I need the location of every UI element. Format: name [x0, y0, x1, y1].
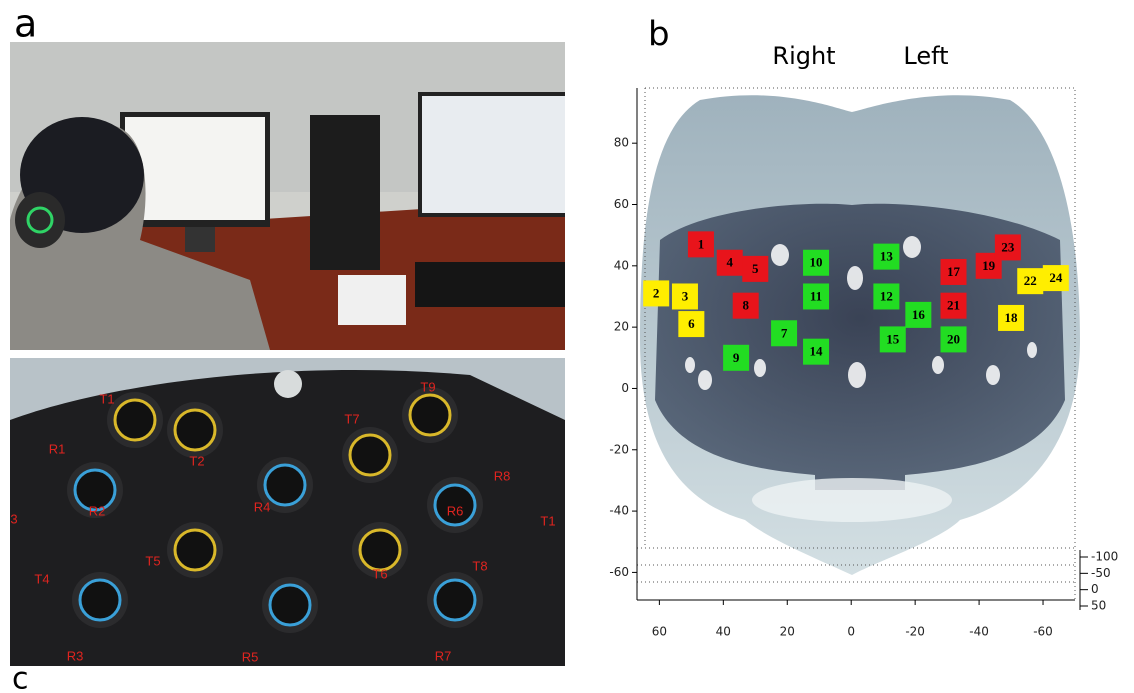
- channel-label: 11: [810, 288, 822, 303]
- electrode-ring: [175, 530, 215, 570]
- channel-label: 16: [912, 307, 926, 322]
- electrode-ring: [435, 580, 475, 620]
- electrode-ring: [80, 580, 120, 620]
- x-tick-label: 60: [652, 625, 667, 639]
- y-tick-label: 0: [621, 381, 629, 395]
- channel-label: 19: [982, 258, 996, 273]
- electrode-label: T5: [145, 553, 160, 568]
- x-tick-label: 0: [847, 625, 855, 639]
- electrode-label: R3: [67, 648, 84, 663]
- electrode-ring: [175, 410, 215, 450]
- channel-label: 5: [752, 261, 759, 276]
- electrode-label: T9: [420, 379, 435, 394]
- electrode-label: R5: [242, 649, 259, 664]
- photo-a: [10, 42, 565, 350]
- x-tick-label: -60: [1033, 625, 1053, 639]
- electrode-ring: [270, 585, 310, 625]
- electrode-label: T1: [540, 513, 555, 528]
- x-tick-label: -40: [969, 625, 989, 639]
- channel-label: 24: [1049, 270, 1063, 285]
- y-tick-label: 20: [614, 320, 629, 334]
- electrode-ring: [410, 395, 450, 435]
- z-tick-label: -100: [1091, 550, 1118, 564]
- y-tick-label: 80: [614, 136, 629, 150]
- channel-label: 15: [886, 331, 900, 346]
- z-tick-label: 0: [1091, 582, 1099, 596]
- y-tick-label: -20: [609, 442, 629, 456]
- channel-label: 20: [947, 331, 960, 346]
- panel-label: b: [648, 15, 670, 55]
- y-tick-label: 40: [614, 258, 629, 272]
- y-tick-label: -60: [609, 565, 629, 579]
- electrode-label: 3: [10, 511, 17, 526]
- channel-label: 17: [947, 264, 961, 279]
- electrode-label: R8: [494, 468, 511, 483]
- electrode-label: T4: [34, 571, 49, 586]
- brain-surface: [640, 95, 1080, 575]
- channel-label: 23: [1001, 239, 1015, 254]
- electrode-label: R6: [447, 503, 464, 518]
- channel-label: 10: [810, 255, 823, 270]
- channel-label: 4: [726, 255, 733, 270]
- channel-label: 1: [698, 236, 705, 251]
- electrode-label: T7: [344, 411, 359, 426]
- channel-label: 22: [1024, 273, 1037, 288]
- channel-label: 3: [682, 288, 689, 303]
- electrode-label: T1: [99, 391, 114, 406]
- channel-label: 6: [688, 316, 695, 331]
- channel-label: 12: [880, 288, 893, 303]
- x-tick-label: -20: [905, 625, 925, 639]
- channel-label: 9: [733, 350, 740, 365]
- channel-label: 13: [880, 249, 894, 264]
- electrode-ring: [360, 530, 400, 570]
- channel-label: 7: [781, 325, 788, 340]
- z-tick-label: -50: [1091, 566, 1111, 580]
- electrode-ring: [265, 465, 305, 505]
- x-tick-label: 40: [716, 625, 731, 639]
- panel-label: c: [12, 662, 29, 693]
- electrode-label: R7: [435, 648, 452, 663]
- electrode-ring: [115, 400, 155, 440]
- electrode-label: R4: [254, 499, 271, 514]
- electrode-label: R1: [49, 441, 66, 456]
- electrode-label: T2: [189, 453, 204, 468]
- annotation: Right: [772, 42, 835, 70]
- electrode-label: R2: [89, 503, 106, 518]
- x-tick-label: 20: [780, 625, 795, 639]
- channel-label: 14: [810, 344, 824, 359]
- figure: T1T2R1R2R43T7T9R8R6T1T5T6T8T4R3R5R7 a b …: [0, 0, 1134, 693]
- panel-label: a: [14, 2, 37, 46]
- channel-label: 8: [742, 298, 749, 313]
- y-tick-label: -40: [609, 504, 629, 518]
- electrode-label: T8: [472, 558, 487, 573]
- annotation: Left: [903, 42, 948, 70]
- electrode-label: T6: [372, 566, 387, 581]
- channel-label: 2: [653, 285, 660, 300]
- y-tick-label: 60: [614, 197, 629, 211]
- channel-label: 21: [947, 298, 960, 313]
- page: T1T2R1R2R43T7T9R8R6T1T5T6T8T4R3R5R7 a b …: [0, 0, 1134, 693]
- electrode-ring: [350, 435, 390, 475]
- channel-label: 18: [1005, 310, 1019, 325]
- z-tick-label: 50: [1091, 599, 1106, 613]
